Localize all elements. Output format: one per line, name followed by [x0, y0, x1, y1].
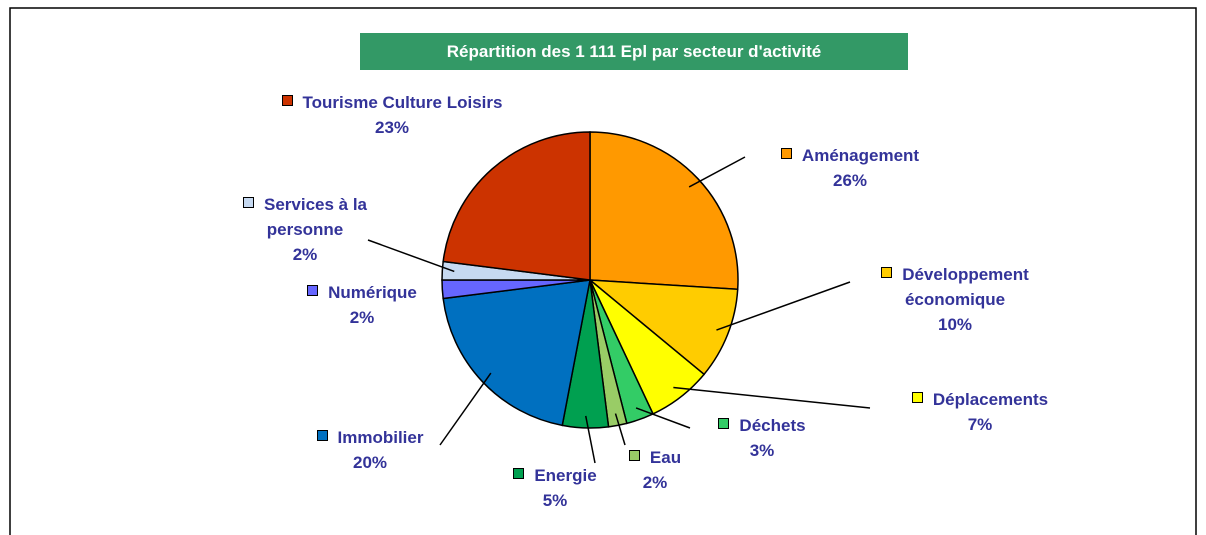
slice-label: Déchets 3%	[692, 413, 832, 463]
slice-label: Eau 2%	[605, 445, 705, 495]
slice-label: Tourisme Culture Loisirs 23%	[272, 90, 512, 140]
pie-slice	[587, 279, 739, 376]
leader-line	[688, 156, 746, 188]
slice-label: Energie 5%	[495, 463, 615, 513]
value-label: 23%	[374, 118, 410, 137]
category-label: Immobilier	[337, 428, 424, 447]
value-label: 20%	[352, 453, 388, 472]
slice-label: Déplacements 7%	[880, 387, 1080, 437]
legend-swatch	[628, 450, 640, 461]
legend-swatch	[911, 392, 923, 403]
legend-swatch	[780, 148, 792, 159]
value-label: 3%	[749, 441, 775, 460]
category-label: Numérique	[328, 283, 417, 302]
leader-line	[716, 281, 851, 331]
value-label: 2%	[642, 473, 668, 492]
value-label: 2%	[349, 308, 375, 327]
value-label: 26%	[832, 171, 868, 190]
leader-line	[367, 239, 455, 273]
leader-line	[439, 372, 492, 446]
chart-title: Répartition des 1 111 Epl par secteur d'…	[360, 33, 908, 70]
slice-label: Services à la personne 2%	[230, 192, 380, 267]
pie-slice	[589, 131, 739, 291]
pie-slice	[442, 131, 591, 281]
legend-swatch	[281, 95, 293, 106]
category-label: Déplacements	[932, 390, 1049, 409]
category-label: Eau	[649, 448, 682, 467]
value-label: 7%	[967, 415, 993, 434]
legend-swatch	[242, 197, 254, 208]
legend-swatch	[307, 285, 319, 296]
leader-line	[584, 415, 596, 464]
legend-swatch	[513, 468, 525, 479]
category-label: Déchets	[739, 416, 806, 435]
pie-slice	[442, 279, 591, 427]
category-label: Tourisme Culture Loisirs	[302, 93, 503, 112]
leader-line	[614, 413, 626, 446]
slice-label: Numérique 2%	[277, 280, 447, 330]
slice-label: Aménagement 26%	[750, 143, 950, 193]
value-label: 10%	[937, 315, 973, 334]
leader-line	[673, 386, 871, 409]
category-label: Services à la personne	[263, 195, 368, 239]
category-label: Développement économique	[902, 265, 1029, 309]
legend-swatch	[881, 267, 893, 278]
frame	[9, 7, 1197, 535]
slice-label: Immobilier 20%	[280, 425, 460, 475]
legend-swatch	[316, 430, 328, 441]
category-label: Aménagement	[801, 146, 920, 165]
slice-label: Développement économique 10%	[855, 262, 1055, 337]
value-label: 5%	[542, 491, 568, 510]
leader-line	[635, 407, 691, 429]
legend-swatch	[718, 418, 730, 429]
value-label: 2%	[292, 245, 318, 264]
category-label: Energie	[534, 466, 597, 485]
